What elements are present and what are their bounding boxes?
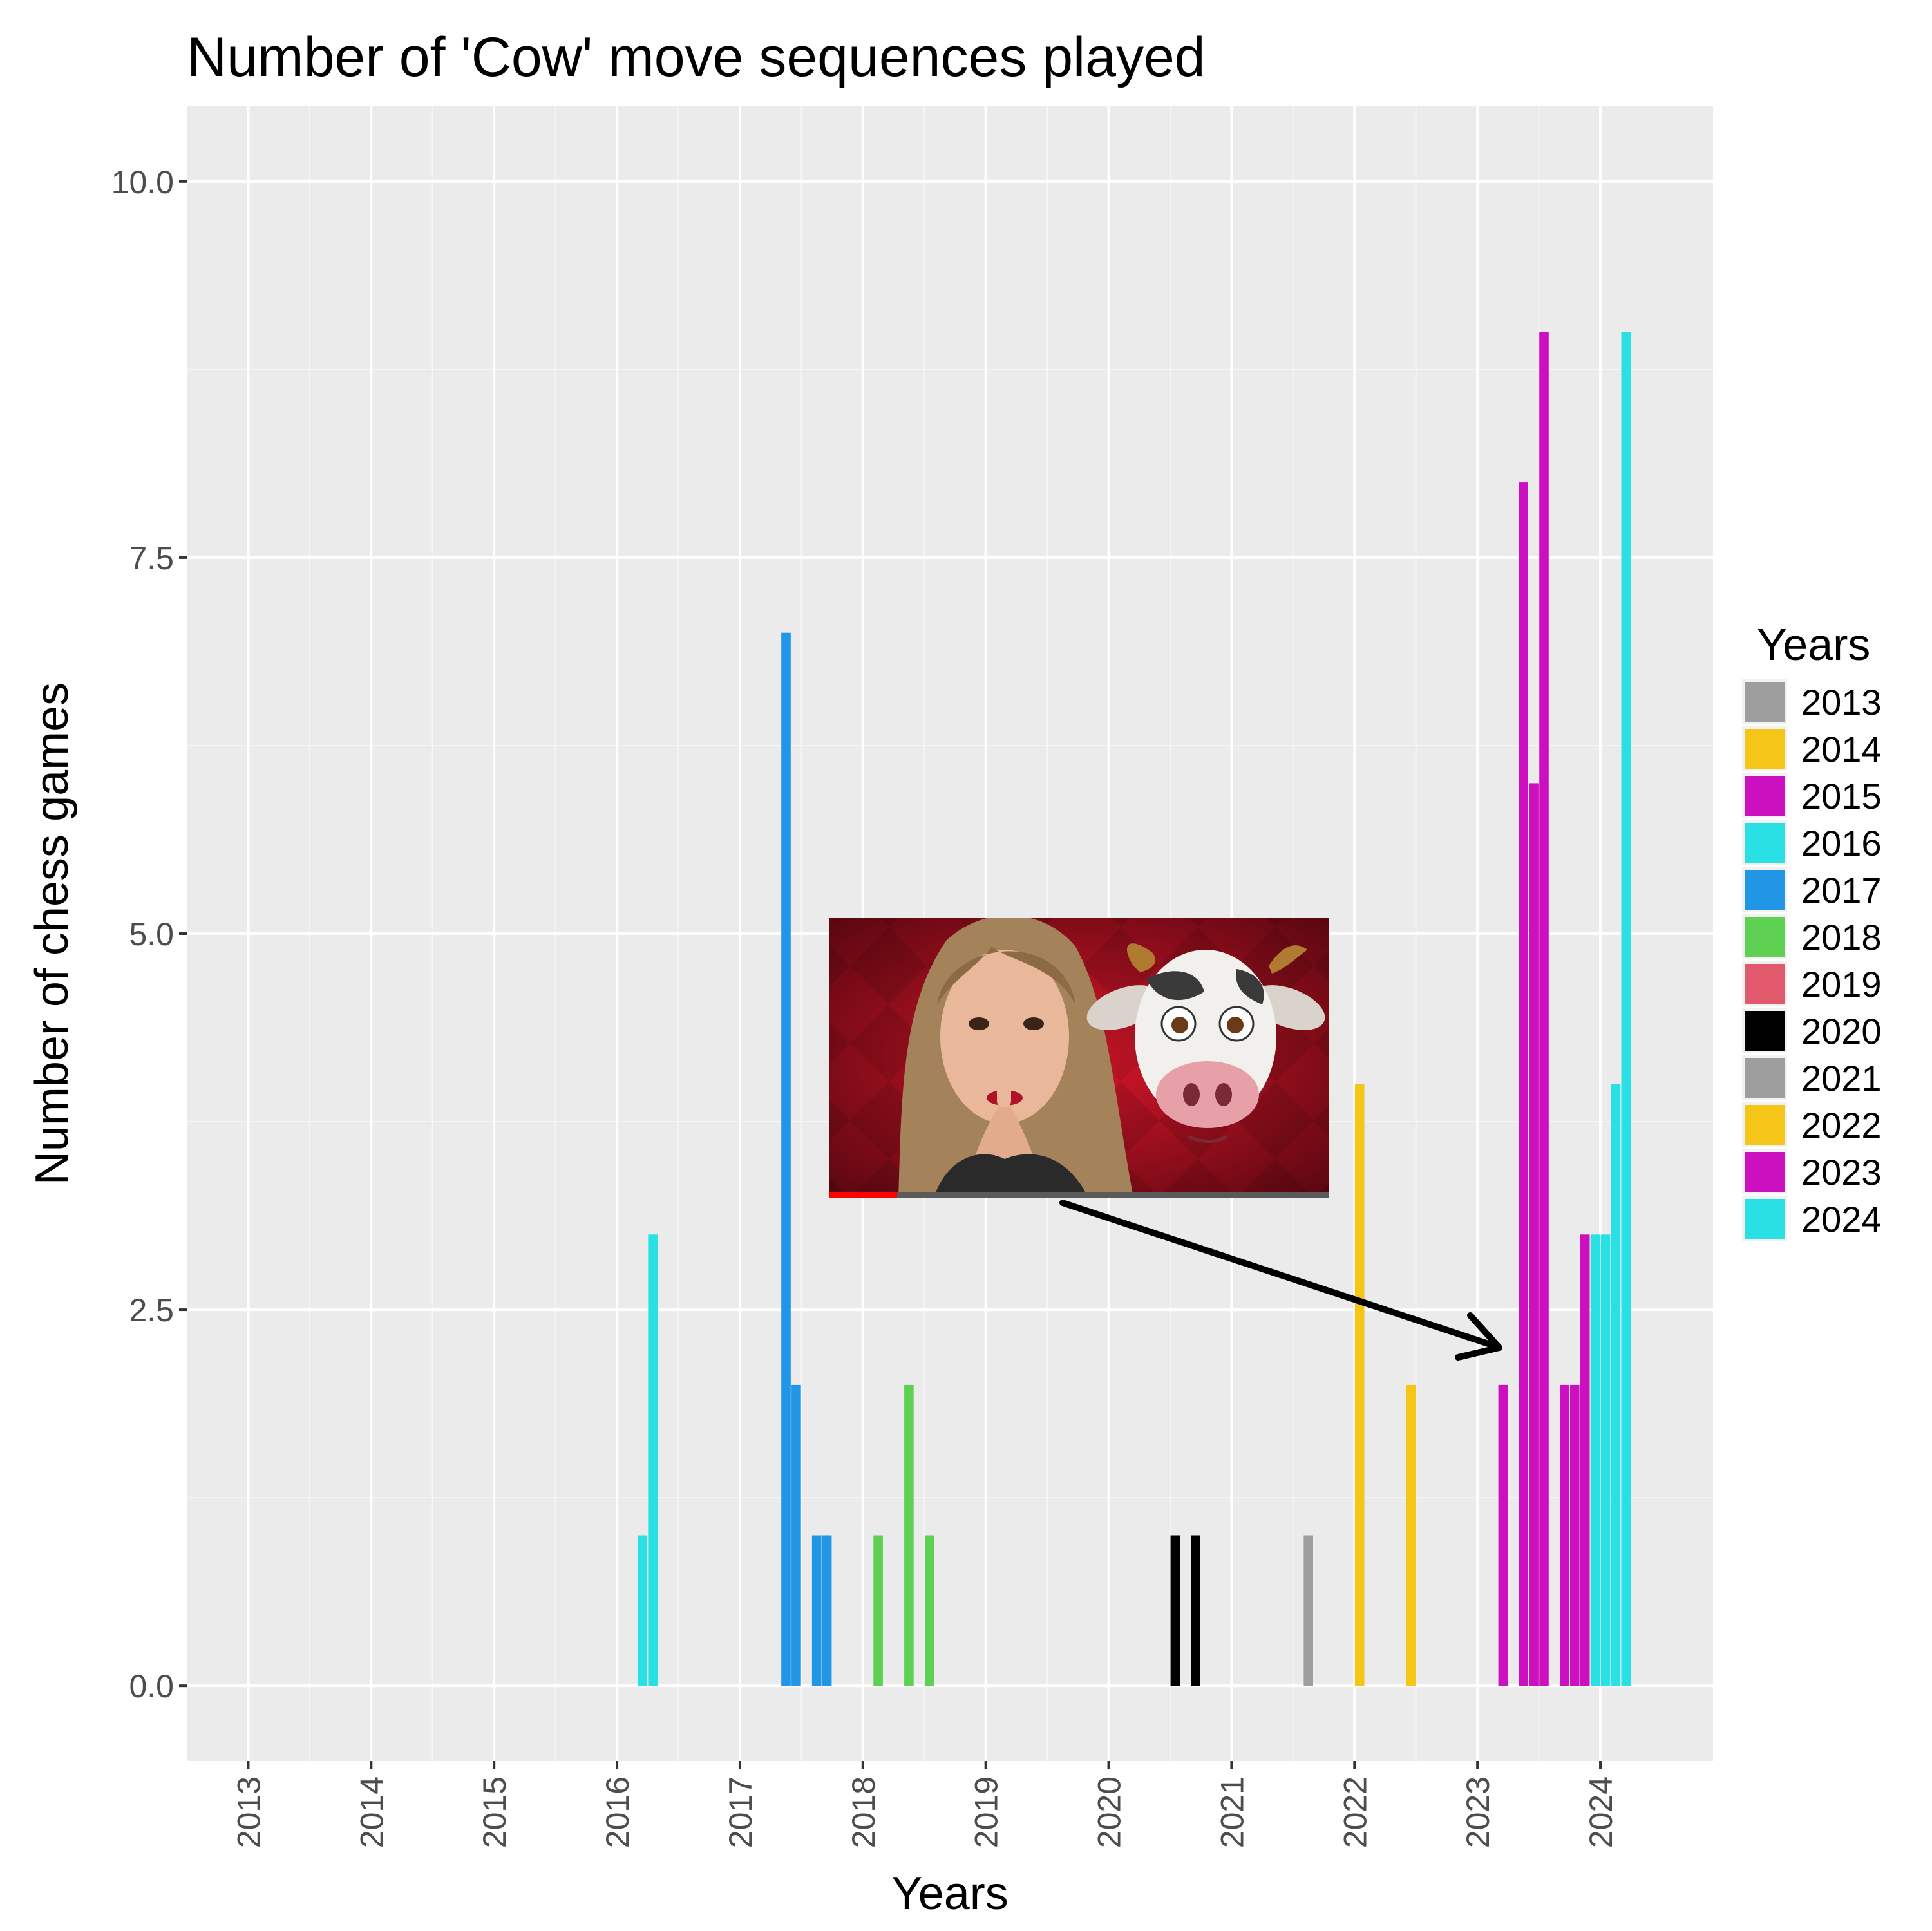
bar [1611, 1084, 1621, 1686]
legend-label: 2014 [1801, 729, 1882, 769]
legend-swatch [1745, 1058, 1785, 1098]
bar [1170, 1535, 1180, 1686]
x-axis: 2013 2014 2015 2016 2017 2018 2019 2020 2021 2022… [231, 1761, 1619, 1848]
bar [822, 1535, 832, 1686]
legend-label: 2015 [1801, 776, 1882, 816]
legend-swatch [1745, 1152, 1785, 1192]
legend-swatch [1745, 1199, 1785, 1239]
legend-swatch [1745, 823, 1785, 863]
x-tick-label: 2021 [1214, 1776, 1250, 1848]
legend-label: 2024 [1801, 1199, 1882, 1239]
cow-cartoon [1086, 943, 1325, 1143]
y-tick-label: 2.5 [129, 1292, 174, 1328]
legend-swatch [1745, 917, 1785, 957]
bar [1621, 332, 1631, 1686]
bar [781, 632, 791, 1686]
x-tick-label: 2024 [1583, 1776, 1619, 1848]
legend-label: 2013 [1801, 682, 1882, 722]
bars [638, 332, 1631, 1686]
legend-label: 2016 [1801, 823, 1882, 863]
x-tick-label: 2018 [846, 1776, 882, 1848]
bar [873, 1535, 883, 1686]
bar [791, 1384, 801, 1686]
y-axis: 0.0 2.5 5.0 7.5 10.0 [111, 164, 187, 1704]
bar [1191, 1535, 1200, 1686]
x-tick-label: 2019 [969, 1776, 1005, 1848]
x-tick-label: 2013 [231, 1776, 267, 1848]
legend-swatch [1745, 682, 1785, 722]
legend-swatch [1745, 1011, 1785, 1051]
y-tick-label: 5.0 [129, 916, 174, 952]
legend-swatch [1745, 729, 1785, 769]
bar [904, 1384, 914, 1686]
legend-label: 2018 [1801, 917, 1882, 957]
bar [924, 1535, 934, 1686]
video-thumbnail-image [829, 918, 1329, 1198]
bar [811, 1535, 822, 1686]
chart-title: Number of 'Cow' move sequences played [187, 26, 1206, 88]
bar [648, 1234, 658, 1686]
legend-swatch [1745, 776, 1785, 816]
woman-figure [898, 918, 1133, 1198]
legend-swatch [1745, 964, 1785, 1004]
bar [638, 1535, 648, 1686]
bar [1303, 1535, 1313, 1686]
legend: Years 2013 2014 2015 2016 2017 2018 2019 2020 20… [1742, 619, 1882, 1241]
y-tick-label: 0.0 [129, 1668, 174, 1704]
x-tick-label: 2023 [1460, 1776, 1496, 1848]
bar [1570, 1384, 1580, 1686]
legend-swatch [1745, 1105, 1785, 1145]
legend-label: 2021 [1801, 1058, 1882, 1098]
bar [1590, 1234, 1600, 1686]
y-tick-label: 10.0 [111, 164, 174, 200]
bar [1406, 1384, 1416, 1686]
bar [1529, 783, 1539, 1686]
x-axis-title: Years [891, 1868, 1008, 1919]
bar [1354, 1084, 1365, 1686]
legend-label: 2023 [1801, 1152, 1882, 1192]
bar [1519, 482, 1528, 1686]
legend-swatch [1745, 870, 1785, 910]
legend-label: 2017 [1801, 870, 1882, 910]
y-axis-title: Number of chess games [26, 683, 78, 1185]
legend-label: 2020 [1801, 1011, 1882, 1051]
x-tick-label: 2020 [1092, 1776, 1128, 1848]
x-tick-label: 2015 [477, 1776, 513, 1848]
x-tick-label: 2016 [600, 1776, 636, 1848]
x-tick-label: 2022 [1337, 1776, 1373, 1848]
bar [1580, 1234, 1590, 1686]
legend-label: 2022 [1801, 1105, 1882, 1145]
bar [1498, 1384, 1508, 1686]
y-tick-label: 7.5 [129, 540, 174, 576]
bar [1560, 1384, 1569, 1686]
x-tick-label: 2014 [354, 1776, 390, 1848]
legend-label: 2019 [1801, 964, 1882, 1004]
video-progress-bar [829, 1192, 897, 1198]
annotation-arrow [1059, 1200, 1502, 1361]
bar [1600, 1234, 1611, 1686]
bar [1539, 332, 1549, 1686]
legend-title: Years [1757, 619, 1870, 670]
x-tick-label: 2017 [723, 1776, 759, 1848]
